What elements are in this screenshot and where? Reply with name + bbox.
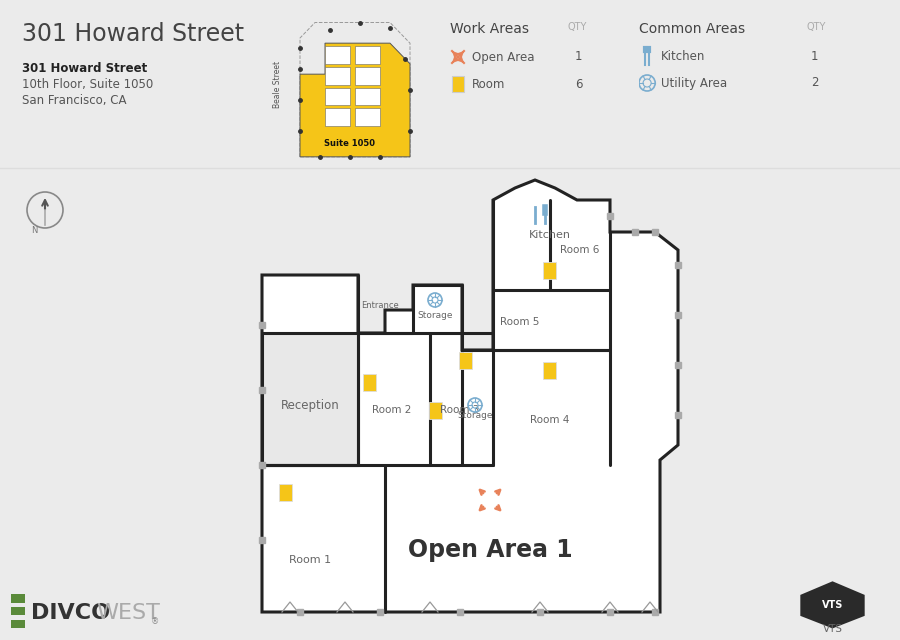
Bar (355, 108, 380, 126)
Text: Howard Street: Howard Street (322, 170, 378, 179)
Text: Beale Street: Beale Street (274, 61, 283, 108)
Text: Utility Area: Utility Area (662, 77, 727, 90)
Polygon shape (300, 43, 410, 157)
Text: QTY: QTY (568, 22, 588, 32)
Bar (355, 46, 380, 64)
Text: Open Area 1: Open Area 1 (408, 538, 572, 562)
Text: Kitchen: Kitchen (529, 230, 571, 240)
Text: Storage: Storage (418, 310, 453, 319)
Text: DIVCO: DIVCO (31, 604, 110, 623)
Text: Room 3: Room 3 (440, 405, 480, 415)
Bar (11, 620, 25, 628)
Polygon shape (262, 333, 358, 465)
Text: Room 6: Room 6 (561, 245, 599, 255)
Text: 6: 6 (575, 77, 582, 90)
Text: 2: 2 (811, 77, 819, 90)
Text: 10th Floor, Suite 1050: 10th Floor, Suite 1050 (22, 78, 153, 91)
Text: Storage: Storage (457, 410, 493, 419)
Text: Work Areas: Work Areas (450, 22, 529, 36)
Text: Room 2: Room 2 (373, 405, 411, 415)
Text: ®: ® (151, 617, 159, 626)
Text: Entrance: Entrance (361, 301, 399, 310)
Bar (355, 67, 380, 84)
Text: Room 5: Room 5 (500, 317, 540, 327)
Text: 301 Howard Street: 301 Howard Street (22, 22, 244, 46)
Bar (543, 362, 556, 379)
Text: VTS: VTS (822, 600, 843, 611)
Text: WEST: WEST (96, 604, 160, 623)
Text: Reception: Reception (281, 399, 339, 412)
Bar (459, 352, 472, 369)
Bar (429, 402, 442, 419)
Bar (325, 67, 350, 84)
Polygon shape (800, 581, 865, 628)
Text: 301 Howard Street: 301 Howard Street (22, 62, 148, 75)
Text: QTY: QTY (806, 22, 825, 32)
Text: 1: 1 (575, 51, 582, 63)
Bar (325, 88, 350, 105)
Polygon shape (262, 180, 678, 612)
Bar (325, 108, 350, 126)
Bar (279, 484, 292, 501)
Bar (543, 262, 556, 279)
Text: Room 4: Room 4 (530, 415, 570, 425)
Text: VTS: VTS (823, 623, 842, 634)
Bar (325, 46, 350, 64)
Text: N: N (31, 226, 38, 235)
Text: San Francisco, CA: San Francisco, CA (22, 94, 127, 107)
Bar (11, 594, 25, 603)
Bar (11, 607, 25, 616)
Text: Common Areas: Common Areas (639, 22, 745, 36)
Bar (355, 88, 380, 105)
Text: Open Area: Open Area (472, 51, 535, 63)
Text: 1: 1 (811, 51, 819, 63)
Text: Kitchen: Kitchen (662, 51, 706, 63)
Text: Room: Room (472, 77, 506, 90)
Bar (452, 76, 464, 92)
Text: Suite 1050: Suite 1050 (325, 139, 375, 148)
Bar (363, 374, 376, 391)
Text: Room 1: Room 1 (289, 555, 331, 565)
